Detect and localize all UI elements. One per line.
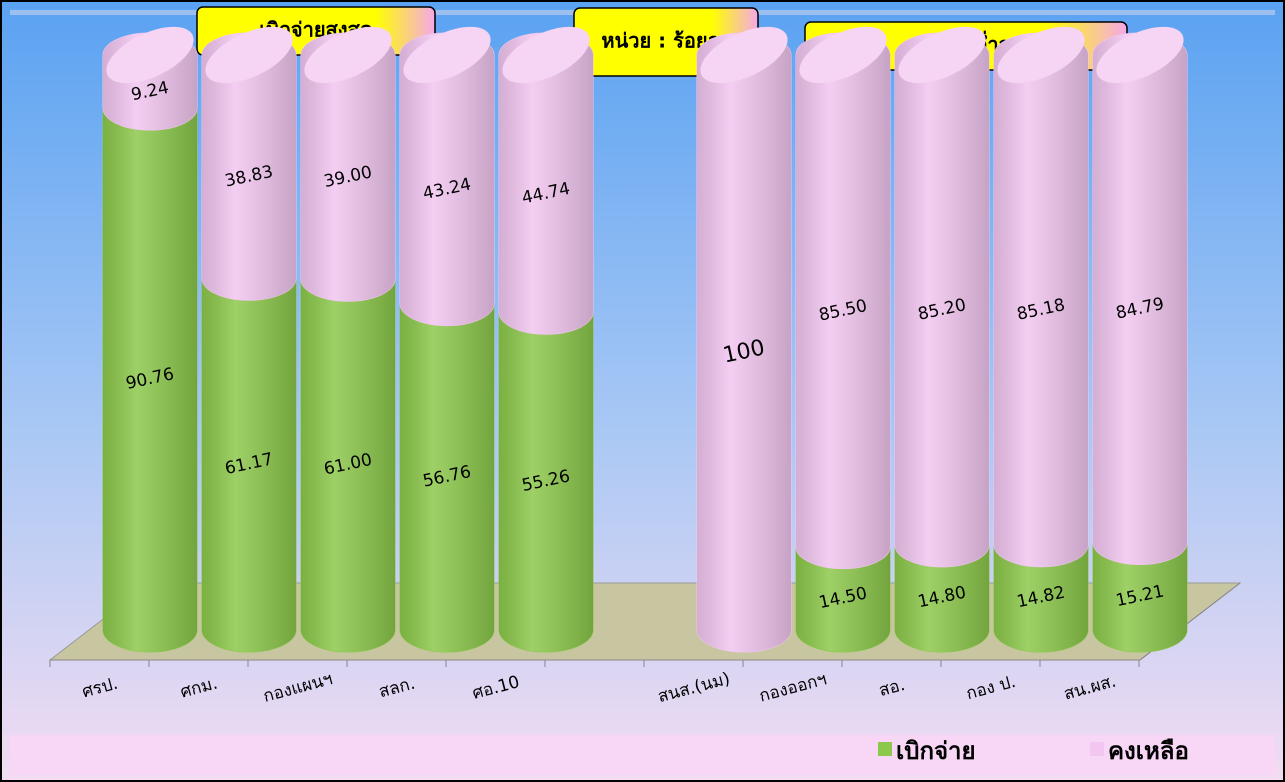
bar-top (898, 26, 986, 84)
bar-shade (994, 33, 1088, 567)
bar-top (106, 26, 194, 84)
bar-top (799, 26, 887, 84)
bar-shade (796, 33, 890, 569)
bar-shade (499, 33, 593, 335)
bar-shade (202, 256, 296, 652)
bar-shade (301, 33, 395, 302)
bar-top-shade (403, 26, 491, 84)
bar-shade (400, 281, 494, 652)
legend-label: คงเหลือ (1108, 737, 1189, 765)
bar-top-shade (997, 26, 1085, 84)
bar-top-shade (106, 26, 194, 84)
bar-top-shade (799, 26, 887, 84)
bar-top (304, 26, 392, 84)
bar-top-shade (304, 26, 392, 84)
bar-top (205, 26, 293, 84)
bar-shade (1093, 33, 1187, 565)
bar-top (403, 26, 491, 84)
bar-top (502, 26, 590, 84)
bar-top (700, 26, 788, 84)
bar-shade (400, 33, 494, 326)
bar-top-shade (898, 26, 986, 84)
bar-shade (697, 33, 791, 652)
bar-shade (895, 33, 989, 567)
legend-swatch (878, 742, 892, 756)
bar-shade (301, 257, 395, 652)
legend-swatch (1090, 742, 1104, 756)
bar-shade (202, 33, 296, 301)
bar-top (1096, 26, 1184, 84)
bar-top (997, 26, 1085, 84)
bar-shade (103, 86, 197, 652)
legend-strip (10, 735, 1275, 775)
bar-top-shade (1096, 26, 1184, 84)
bar-top-shade (700, 26, 788, 84)
legend-label: เบิกจ่าย (896, 737, 976, 765)
bar-top-shade (205, 26, 293, 84)
bar-top-shade (502, 26, 590, 84)
bar-shade (499, 290, 593, 652)
